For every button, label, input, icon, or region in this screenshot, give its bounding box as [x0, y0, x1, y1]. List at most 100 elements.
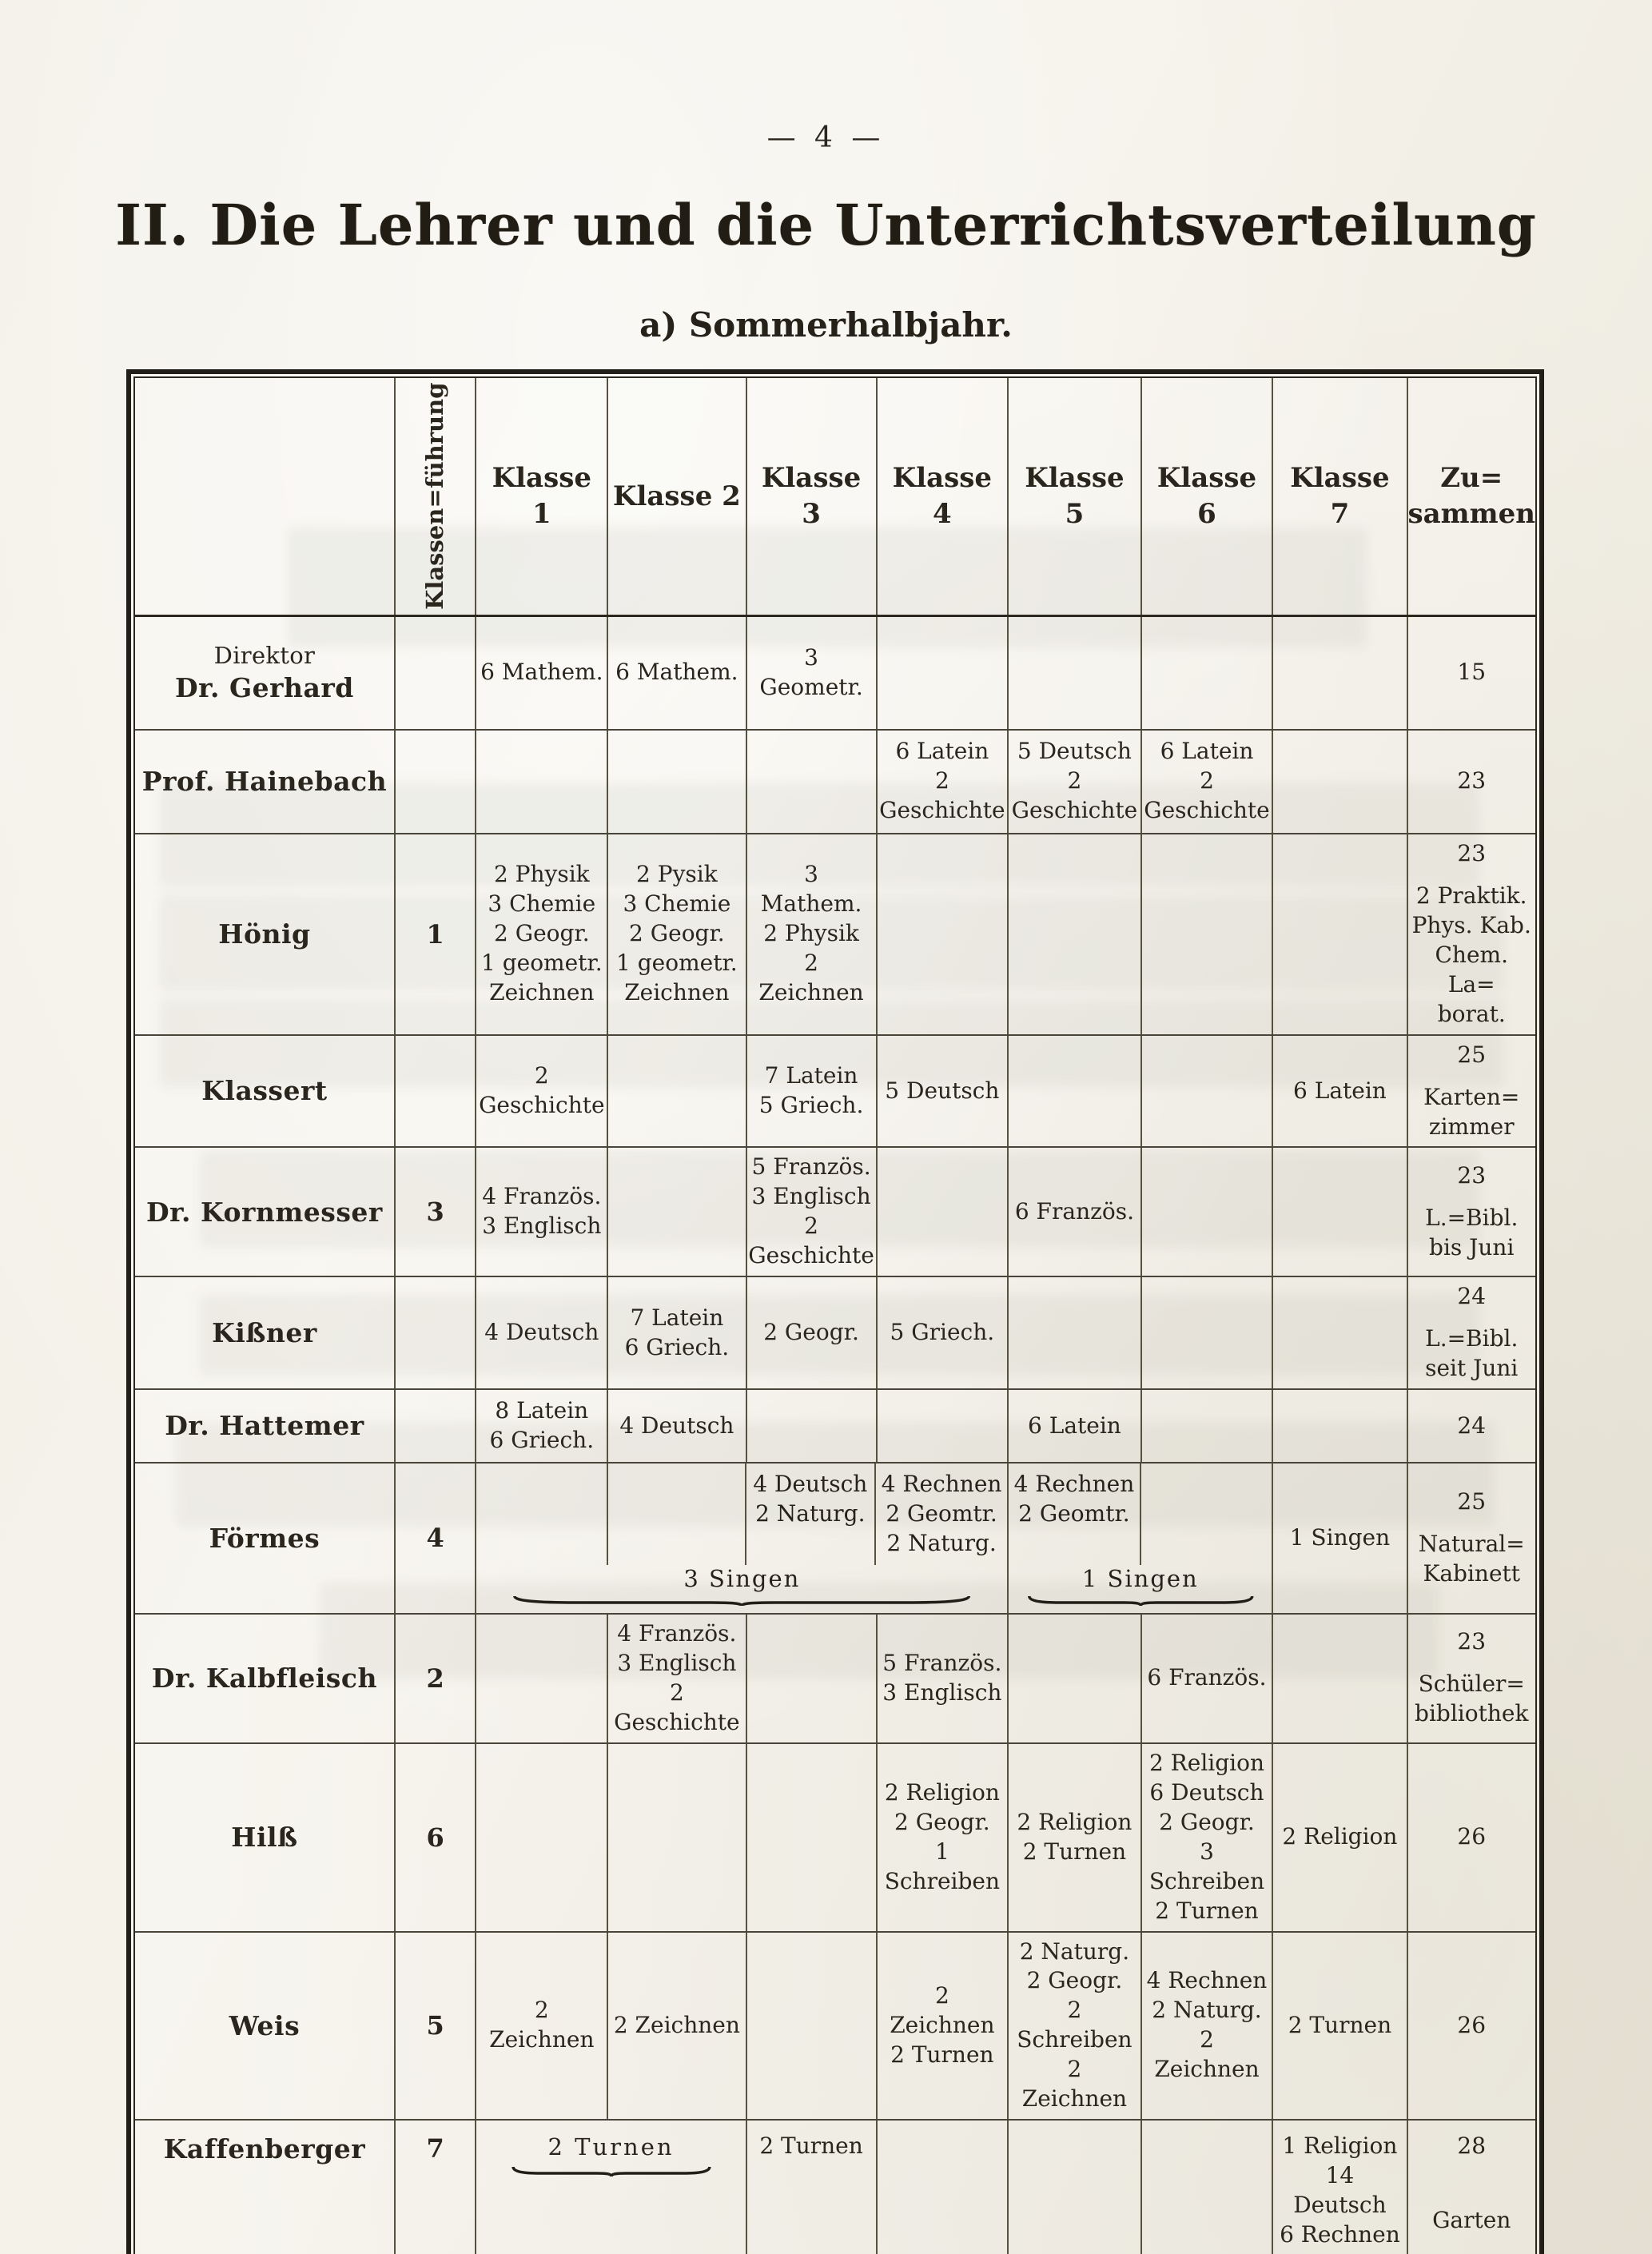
- cell-klasse-2: 7 Latein 6 Griech.: [608, 1277, 747, 1389]
- cell-klasse-7: [1273, 1614, 1408, 1742]
- cell-klasse-7: 1 Singen: [1273, 1464, 1408, 1613]
- cell-klasse-1: 8 Latein 6 Griech.: [476, 1390, 609, 1463]
- cell-klassenfuehrung: [396, 730, 477, 833]
- cell-klassenfuehrung: 3: [396, 1148, 477, 1276]
- cell-klasse-4: 2 Zeichnen 2 Turnen: [878, 1932, 1009, 2120]
- cell-zusammen: 28 Garten: [1432, 2133, 1511, 2234]
- cell-klasse-1: 2 Physik 3 Chemie 2 Geogr. 1 geometr. Zeichn…: [476, 834, 609, 1034]
- cell-group-klasse-1-4: 4 Deutsch 2 Naturg. 4 Rechnen 2 Geomtr. 2 N…: [476, 1464, 1009, 1613]
- cell-klasse-6: [1142, 1035, 1274, 1147]
- cell-klasse-2: [608, 730, 747, 833]
- cell-klasse-5: [1009, 1614, 1142, 1742]
- cell-klasse-1: 4 Französ. 3 Englisch: [476, 1148, 609, 1276]
- table-row-kissner: Kißner 4 Deutsch 7 Latein 6 Griech. 2 Geo…: [135, 1276, 1535, 1389]
- cell-klasse-5: 4 Rechnen 2 Geomtr.: [1009, 1464, 1141, 1565]
- cell-klasse-1: 2 Zeichnen: [476, 1932, 609, 2120]
- cell-klasse-5: 5 Deutsch 2 Geschichte: [1009, 730, 1142, 833]
- cell-klasse-4: [878, 2121, 1009, 2254]
- cell-klasse-5: [1009, 616, 1142, 729]
- cell-zusammen: 26: [1457, 1823, 1487, 1850]
- teacher-name: Dr. Hattemer: [135, 1390, 396, 1463]
- cell-klassenfuehrung: 2: [396, 1614, 477, 1742]
- cell-klasse-3: 4 Deutsch 2 Naturg.: [746, 1464, 876, 1565]
- cell-klasse-7: [1273, 834, 1408, 1034]
- cell-klasse-4: 5 Deutsch: [878, 1035, 1009, 1147]
- cell-klasse-2: 4 Französ. 3 Englisch 2 Geschichte: [608, 1614, 747, 1742]
- cell-klasse-1: 2 Geschichte: [476, 1035, 609, 1147]
- cell-klasse-3: 7 Latein 5 Griech.: [747, 1035, 878, 1147]
- teacher-name: Förmes: [135, 1464, 396, 1613]
- cell-klasse-4: 2 Religion 2 Geogr. 1 Schreiben: [878, 1743, 1009, 1931]
- cell-klasse-2: 4 Deutsch: [608, 1390, 747, 1463]
- span-cell-klasse-1-4: 3 Singen: [476, 1565, 1007, 1613]
- cell-klassenfuehrung: [396, 616, 477, 729]
- cell-klasse-4: [878, 1148, 1009, 1276]
- cell-klasse-5: [1009, 834, 1142, 1034]
- teacher-name: Direktor Dr. Gerhard: [135, 616, 396, 729]
- cell-klasse-3: [747, 730, 878, 833]
- cell-klasse-2: [608, 1148, 747, 1276]
- cell-klasse-2: 2 Pysik 3 Chemie 2 Geogr. 1 geometr. Zeichne…: [608, 834, 747, 1034]
- cell-klasse-3: 3 Mathem. 2 Physik 2 Zeichnen: [747, 834, 878, 1034]
- cell-klasse-3: [747, 1390, 878, 1463]
- page-number: — 4 —: [766, 121, 886, 154]
- cell-zusammen: 24 L.=Bibl. seit Juni: [1425, 1283, 1519, 1382]
- cell-klasse-3: [747, 1614, 878, 1742]
- cell-klassenfuehrung: [396, 1035, 477, 1147]
- cell-klassenfuehrung: [396, 1277, 477, 1389]
- table-row-kalbfleisch: Dr. Kalbfleisch 2 4 Französ. 3 Englisch 2 …: [135, 1612, 1535, 1742]
- cell-klassenfuehrung: 1: [396, 834, 477, 1034]
- cell-klasse-7: [1273, 616, 1408, 729]
- cell-klasse-7: [1273, 730, 1408, 833]
- cell-klasse-7: [1273, 1148, 1408, 1276]
- cell-klasse-6: 2 Religion 6 Deutsch 2 Geogr. 3 Schreiben 2 …: [1142, 1743, 1274, 1931]
- cell-klasse-1: [476, 1464, 608, 1565]
- table-row-gerhard: Direktor Dr. Gerhard 6 Mathem. 6 Mathem.…: [135, 616, 1535, 729]
- cell-zusammen: 25 Natural= Kabinett: [1418, 1488, 1525, 1587]
- cell-klassenfuehrung: 5: [396, 1932, 477, 2120]
- cell-klasse-4: [878, 1390, 1009, 1463]
- cell-klasse-1: 6 Mathem.: [476, 616, 609, 729]
- column-header-teacher: [135, 378, 396, 615]
- cell-klassenfuehrung: 4: [396, 1464, 477, 1613]
- klassenfuehrung-vertical-label: Klassen= führung: [420, 383, 448, 610]
- cell-klasse-2: [608, 1035, 747, 1147]
- cell-klasse-5: 2 Naturg. 2 Geogr. 2 Schreiben 2 Zeichnen: [1009, 1932, 1142, 2120]
- cell-klasse-5: 6 Französ.: [1009, 1148, 1142, 1276]
- cell-group-klasse-5-6: 4 Rechnen 2 Geomtr. 1 Singen: [1009, 1464, 1274, 1613]
- cell-klasse-6: [1142, 1148, 1274, 1276]
- teacher-name: Kaffenberger: [135, 2121, 396, 2254]
- cell-klasse-6: [1142, 1277, 1274, 1389]
- cell-klasse-6: [1142, 616, 1274, 729]
- cell-klasse-5: 2 Religion 2 Turnen: [1009, 1743, 1142, 1931]
- cell-klasse-6: [1142, 834, 1274, 1034]
- cell-klasse-3: 2 Geogr.: [747, 1277, 878, 1389]
- cell-klasse-1: [476, 1614, 609, 1742]
- cell-klasse-3: 5 Französ. 3 Englisch 2 Geschichte: [747, 1148, 878, 1276]
- teacher-name: Kißner: [135, 1277, 396, 1389]
- cell-klasse-6: [1141, 1464, 1272, 1565]
- cell-klasse-2: [608, 1743, 747, 1931]
- span-cell-klasse-1-2: 2 Turnen: [476, 2121, 747, 2254]
- cell-klasse-6: 6 Latein 2 Geschichte: [1142, 730, 1274, 833]
- underbrace: [1025, 1594, 1257, 1607]
- table-row-kaffenberger: Kaffenberger 7 2 Turnen 2 Turnen 1 Relig…: [135, 2119, 1535, 2254]
- cell-klasse-6: 6 Französ.: [1142, 1614, 1274, 1742]
- cell-klasse-7: [1273, 1390, 1408, 1463]
- cell-klasse-6: [1142, 1390, 1274, 1463]
- column-header-klasse-7: Klasse 7: [1273, 378, 1408, 615]
- cell-klasse-4: 5 Französ. 3 Englisch: [878, 1614, 1009, 1742]
- cell-zusammen: 15: [1457, 659, 1487, 686]
- cell-klassenfuehrung: 7: [396, 2121, 477, 2254]
- table-row-hattemer: Dr. Hattemer 8 Latein 6 Griech. 4 Deutsch…: [135, 1388, 1535, 1463]
- cell-klasse-5: 6 Latein: [1009, 1390, 1142, 1463]
- cell-klasse-1: 4 Deutsch: [476, 1277, 609, 1389]
- cell-zusammen: 23 2 Praktik. Phys. Kab. Chem. La= borat.: [1411, 839, 1531, 1027]
- cell-zusammen: 25 Karten= zimmer: [1423, 1041, 1520, 1140]
- span-cell-klasse-5-6: 1 Singen: [1009, 1565, 1272, 1613]
- cell-klasse-6: 4 Rechnen 2 Naturg. 2 Zeichnen: [1142, 1932, 1274, 2120]
- column-header-klasse-6: Klasse 6: [1142, 378, 1274, 615]
- subsection-title: a) Sommerhalbjahr.: [639, 305, 1013, 344]
- cell-klasse-3: [747, 1743, 878, 1931]
